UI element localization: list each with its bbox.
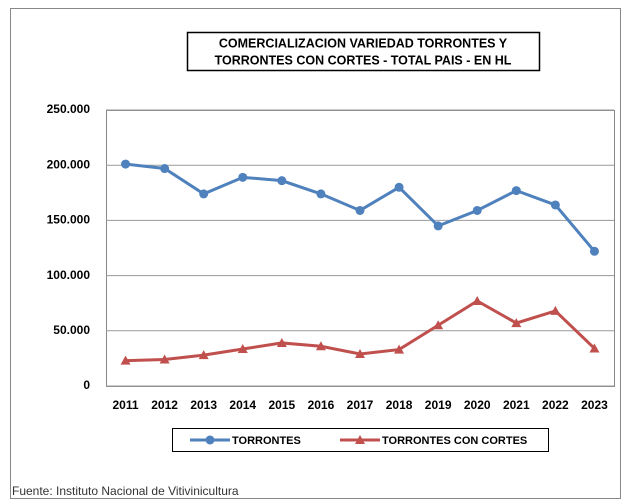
data-point (159, 354, 170, 364)
data-point (511, 186, 521, 196)
x-tick-label: 2022 (542, 398, 569, 412)
x-tick-label: 2020 (464, 398, 491, 412)
legend-label: TORRONTES (232, 435, 301, 447)
data-point (276, 337, 287, 347)
y-tick-label: 100.000 (47, 268, 91, 282)
x-tick-label: 2016 (308, 398, 335, 412)
x-tick-label: 2017 (347, 398, 374, 412)
data-point (199, 189, 209, 199)
data-point (394, 344, 405, 354)
x-tick-label: 2015 (268, 398, 295, 412)
x-tick-label: 2012 (151, 398, 178, 412)
data-point (355, 348, 365, 358)
data-point (238, 172, 248, 182)
data-point (394, 182, 404, 192)
x-tick-label: 2019 (425, 398, 452, 412)
x-tick-label: 2018 (386, 398, 413, 412)
data-point (433, 221, 443, 231)
data-point (315, 341, 326, 351)
x-tick-label: 2013 (190, 398, 217, 412)
data-point (355, 205, 365, 215)
data-point (511, 318, 522, 328)
data-point (550, 200, 560, 210)
data-point (277, 176, 287, 186)
legend-marker (355, 435, 365, 444)
y-tick-label: 200.000 (47, 157, 91, 171)
data-point (589, 343, 600, 353)
data-point (120, 355, 131, 365)
data-point (433, 320, 444, 330)
legend-marker (205, 435, 215, 445)
chart-title: COMERCIALIZACION VARIEDAD TORRONTES Y (219, 36, 508, 50)
x-tick-label: 2021 (503, 398, 530, 412)
plot-area (106, 110, 615, 387)
data-point (237, 344, 248, 354)
title-box (186, 31, 541, 72)
source-note: Fuente: Instituto Nacional de Vitivinicu… (12, 484, 239, 498)
data-point (472, 205, 482, 215)
y-tick-label: 250.000 (47, 102, 91, 116)
data-point (550, 305, 561, 315)
data-point (160, 164, 170, 174)
y-tick-label: 50.000 (53, 323, 90, 337)
y-tick-label: 150.000 (47, 213, 91, 227)
x-tick-label: 2014 (229, 398, 256, 412)
legend-label: TORRONTES CON CORTES (382, 435, 527, 447)
data-point (589, 246, 599, 256)
x-tick-label: 2023 (581, 398, 608, 412)
y-tick-label: 0 (83, 378, 90, 392)
chart-title: TORRONTES CON CORTES - TOTAL PAIS - EN H… (215, 53, 512, 67)
data-point (198, 350, 209, 360)
x-tick-label: 2011 (113, 398, 139, 412)
data-point (472, 295, 483, 305)
data-point (316, 189, 326, 199)
data-point (121, 159, 131, 169)
